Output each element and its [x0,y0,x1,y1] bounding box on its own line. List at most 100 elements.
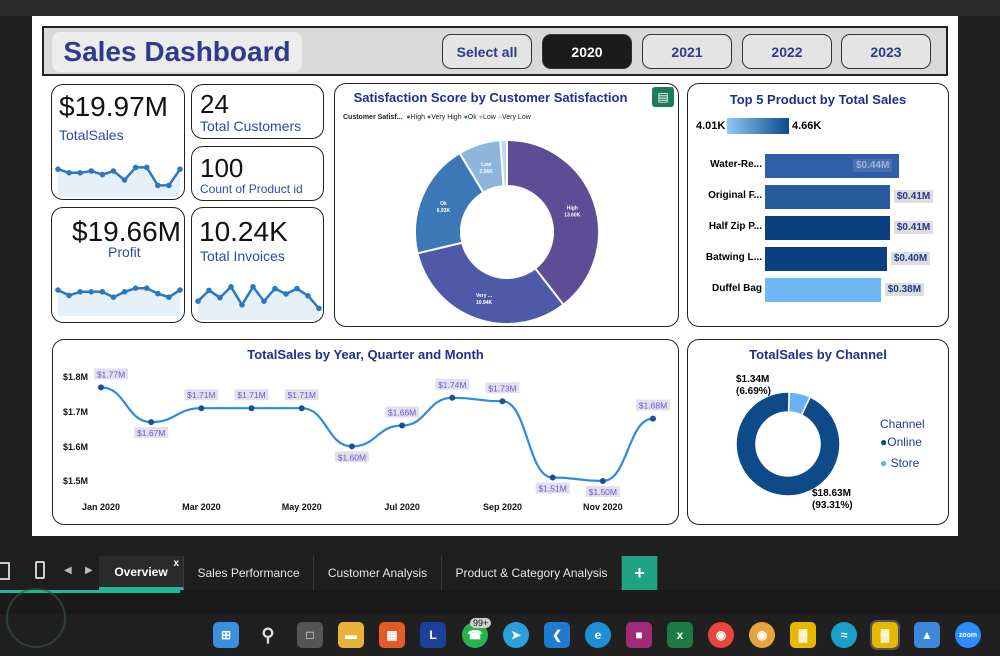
product-row[interactable]: Duffel Bag $0.38M [688,278,948,302]
microsoft-store-icon[interactable]: ▦ [379,622,405,648]
data-point [148,419,155,426]
data-label: $1.73M [488,383,516,393]
slice-label: 2.56K [480,169,494,175]
kpi-card-total-customers[interactable]: 24 Total Customers [191,84,324,139]
tab-overview[interactable]: Overview x [99,556,184,590]
data-label: $1.60M [338,452,366,462]
desktop-view-icon[interactable] [0,562,10,580]
kpi-total-customers-label: Total Customers [200,118,302,134]
next-page-icon[interactable]: ▶ [85,565,93,576]
select-all-button[interactable]: Select all [442,34,532,69]
product-row[interactable]: Half Zip P... $0.41M [688,216,948,240]
wave-app-icon[interactable]: ≈ [831,622,857,648]
product-name: Duffel Bag [712,283,762,294]
sales-trend-card[interactable]: TotalSales by Year, Quarter and Month $1… [52,339,679,525]
data-label-bg [585,486,620,497]
search-icon[interactable]: ⚲ [261,624,275,645]
letter-app-icon[interactable]: L [420,622,446,648]
power-bi-icon[interactable]: ▓ [790,622,816,648]
invoice-spark-point [228,284,234,290]
satisfaction-slice [499,138,508,188]
kpi-card-total-invoices[interactable]: 10.24K Total Invoices [191,207,324,323]
kpi-card-product-count[interactable]: 100 Count of Product id [191,146,324,201]
data-label-bg [435,378,470,390]
photos-icon[interactable]: ▲ [914,622,940,648]
task-view-icon[interactable]: □ [297,622,323,648]
kpi-product-count-value: 100 [200,153,244,183]
year-2020-button[interactable]: 2020 [542,34,632,69]
product-value-label: $0.40M [890,252,931,265]
product-row[interactable]: Original F... $0.41M [688,185,948,209]
prev-page-icon[interactable]: ◀ [64,565,72,576]
data-label: $1.51M [538,484,566,494]
telegram-icon[interactable]: ➤ [503,622,529,648]
chrome-profile-icon[interactable]: ◉ [749,622,775,648]
windows-start-icon[interactable]: ⊞ [213,622,239,648]
slice-label: 6.93K [437,208,451,214]
linechart-title: TotalSales by Year, Quarter and Month [247,347,484,362]
satisfaction-donut-card[interactable]: Satisfaction Score by Customer Satisfact… [334,83,679,327]
channel-legend-title: Channel [880,417,925,431]
tab-customer-analysis[interactable]: Customer Analysis [314,556,442,590]
kpi-total-sales-value: $19.97M [59,91,168,122]
invoice-spark-point [206,287,212,294]
kpi-card-total-sales[interactable]: $19.97M TotalSales [51,84,185,200]
sales-spark-point [177,166,183,172]
sales-spark-point [55,166,61,172]
slice-label: Very ... [476,293,493,299]
page-tabs-bar: ◀ ▶ Overview x Sales Performance Customer… [0,556,1000,590]
channel-donut [735,391,841,497]
sales-spark-point [121,177,128,183]
data-label-bg [134,427,169,439]
product-name: Original F... [708,190,762,201]
sales-spark-point [110,168,117,174]
comment-icon[interactable]: ▤ [652,87,674,107]
invoice-spark-point [272,285,278,292]
top5-products-card[interactable]: Top 5 Product by Total Sales 4.01K 4.66K… [687,83,949,327]
file-explorer-icon[interactable]: ▬ [338,622,364,648]
data-point [599,478,606,484]
slice-label: 13.60K [564,213,581,219]
power-bi-active-icon[interactable]: ▓ [870,620,900,650]
data-label: $1.71M [237,390,265,400]
product-value-label: $0.41M [893,190,934,203]
profit-spark-point [110,294,117,300]
year-2021-button[interactable]: 2021 [642,34,732,69]
data-label-bg [485,382,520,394]
tab-product-category-analysis[interactable]: Product & Category Analysis [442,556,622,590]
legend-store: ● Store [880,456,920,470]
data-point [449,394,456,401]
year-2023-button[interactable]: 2023 [841,34,931,69]
top5-title: Top 5 Product by Total Sales [729,92,907,107]
edge-icon[interactable]: e [585,622,611,648]
tab-sales-performance[interactable]: Sales Performance [184,556,314,590]
product-name: Half Zip P... [708,221,762,232]
gradient-legend [727,118,789,134]
mobile-view-icon[interactable] [35,561,45,579]
satisfaction-slice [416,241,565,325]
zoom-icon[interactable]: zoom [955,622,981,648]
close-tab-icon[interactable]: x [173,558,179,569]
add-page-button[interactable]: + [622,556,658,590]
legend-item: ●Very Low [497,114,531,121]
media-app-icon[interactable]: ■ [626,622,652,648]
store-label: $1.34M (6.69%) [736,374,772,397]
profit-spark-point [166,294,172,300]
year-2022-button[interactable]: 2022 [742,34,832,69]
data-point [198,405,205,412]
excel-icon[interactable]: x [667,622,693,648]
product-row[interactable]: Batwing L... $0.40M [688,247,948,271]
product-row[interactable]: Water-Re... $0.44M [688,154,948,178]
kpi-total-invoices-label: Total Invoices [200,248,285,264]
data-label: $1.77M [97,369,125,379]
data-point [348,443,355,450]
range-max: 4.66K [792,120,822,132]
vscode-icon[interactable]: ❮ [544,622,570,648]
online-label: $18.63M (93.31%) [812,488,853,511]
chrome-icon[interactable]: ◉ [708,622,734,648]
kpi-card-profit[interactable]: $19.66M Profit [51,207,185,323]
data-label: $1.50M [589,487,617,497]
channel-card[interactable]: TotalSales by Channel Channel ●Online ● … [687,339,949,525]
x-tick-label: Nov 2020 [583,502,623,512]
product-value-label: $0.38M [884,283,925,296]
